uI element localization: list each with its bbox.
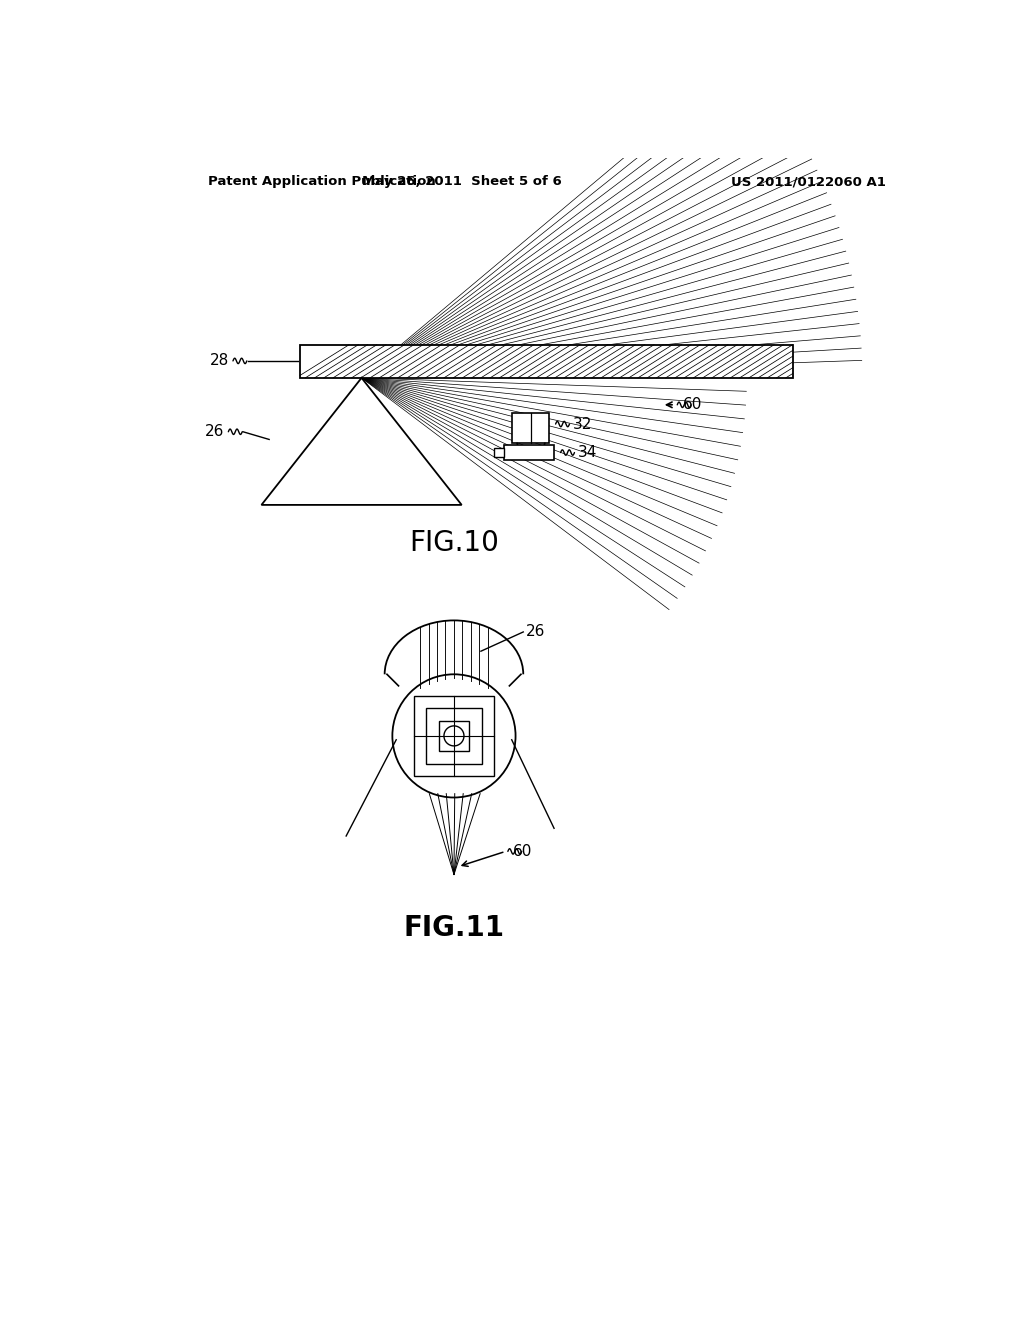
Text: May 26, 2011  Sheet 5 of 6: May 26, 2011 Sheet 5 of 6 [361, 176, 561, 187]
Bar [494, 447, 505, 457]
Text: US 2011/0122060 A1: US 2011/0122060 A1 [731, 176, 886, 187]
Text: 34: 34 [578, 445, 597, 461]
Text: 32: 32 [572, 417, 592, 432]
Text: 26: 26 [205, 424, 224, 440]
Bar [426, 709, 481, 763]
Bar [414, 696, 494, 776]
Text: 26: 26 [525, 624, 545, 639]
Text: 60: 60 [683, 397, 702, 412]
Text: FIG.10: FIG.10 [409, 529, 499, 557]
Polygon shape [261, 378, 462, 506]
Text: 28: 28 [210, 354, 229, 368]
Text: 60: 60 [513, 843, 532, 859]
Bar [512, 413, 550, 442]
Bar [505, 445, 554, 461]
Bar [300, 345, 793, 378]
Text: FIG.11: FIG.11 [403, 915, 505, 942]
Text: Patent Application Publication: Patent Application Publication [208, 176, 435, 187]
Bar [438, 721, 469, 751]
